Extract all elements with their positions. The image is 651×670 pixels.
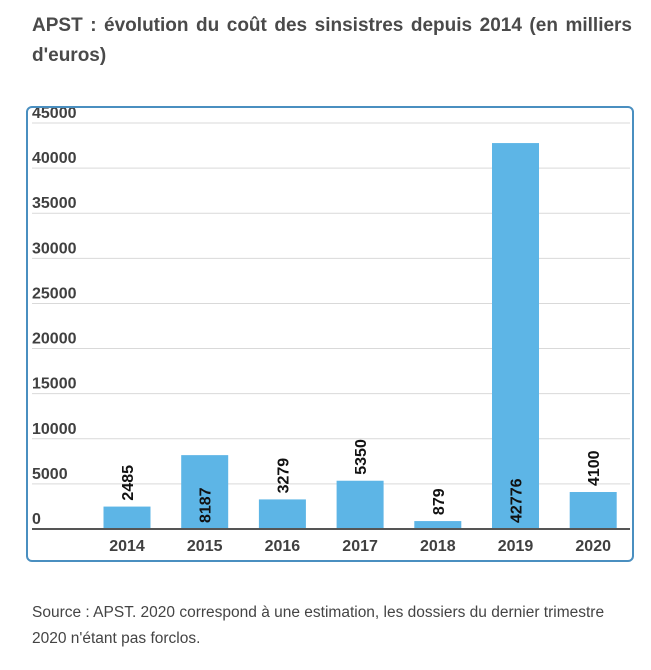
y-tick-label: 10000 xyxy=(32,421,77,438)
y-tick-label: 45000 xyxy=(32,108,77,122)
y-tick-label: 30000 xyxy=(32,240,77,257)
y-tick-label: 0 xyxy=(32,511,41,528)
bar-2015 xyxy=(181,455,229,529)
x-tick-label-2014: 2014 xyxy=(109,538,145,555)
y-tick-label: 20000 xyxy=(32,331,77,348)
data-label-2018: 879 xyxy=(431,488,448,515)
x-tick-label-2017: 2017 xyxy=(342,538,378,555)
data-label-2017: 5350 xyxy=(353,439,370,475)
bar-2014 xyxy=(103,506,151,529)
chart-title: APST : évolution du coût des sinsistres … xyxy=(32,15,632,66)
bar-2020 xyxy=(569,492,617,529)
source-note: Source : APST. 2020 correspond à une est… xyxy=(32,604,605,647)
bar-2019 xyxy=(492,143,539,529)
bar-2018 xyxy=(414,521,462,529)
data-label-2014: 2485 xyxy=(120,465,137,501)
bar-2017 xyxy=(336,480,384,529)
bar-2016 xyxy=(258,499,306,529)
data-label-2016: 3279 xyxy=(275,458,292,494)
x-tick-label-2015: 2015 xyxy=(187,538,223,555)
y-tick-label: 5000 xyxy=(32,466,68,483)
x-tick-label-2018: 2018 xyxy=(420,538,456,555)
y-tick-label: 25000 xyxy=(32,285,77,302)
data-label-2015: 8187 xyxy=(198,487,215,523)
y-tick-label: 35000 xyxy=(32,195,77,212)
bar-chart: 0 5000 10000 15000 20000 25000 30000 35000 40000… xyxy=(32,108,630,555)
data-label-2019: 42776 xyxy=(509,478,526,523)
x-tick-label-2020: 2020 xyxy=(575,538,611,555)
x-tick-label-2016: 2016 xyxy=(265,538,301,555)
y-tick-label: 40000 xyxy=(32,150,77,167)
chart-frame: 0 5000 10000 15000 20000 25000 30000 35000 40000… xyxy=(26,106,634,562)
y-tick-label: 15000 xyxy=(32,376,77,393)
x-tick-label-2019: 2019 xyxy=(498,538,534,555)
data-label-2020: 4100 xyxy=(586,450,603,486)
